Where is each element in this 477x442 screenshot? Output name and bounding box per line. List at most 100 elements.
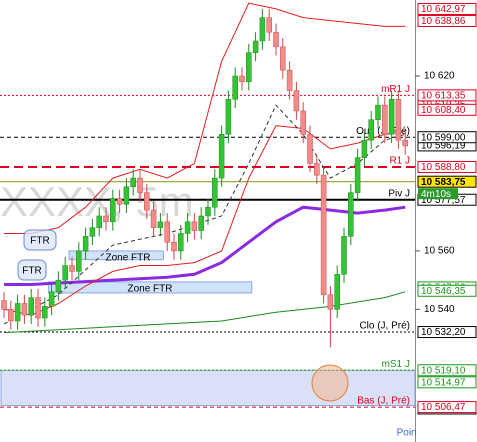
price-tag: 10 596,19 <box>421 141 466 152</box>
zone <box>68 250 164 261</box>
candle-body <box>157 221 164 228</box>
annotation-box <box>23 229 57 251</box>
candle-body <box>239 75 245 83</box>
candle-body <box>246 52 252 83</box>
price-tag-box <box>417 401 477 414</box>
price-tag-box <box>417 376 477 389</box>
highlight-circle <box>311 364 349 402</box>
candle-body <box>96 215 102 228</box>
candle-body <box>382 104 388 135</box>
candle-body <box>150 209 157 228</box>
price-tag: 10 519,10 <box>421 365 466 376</box>
candle-body <box>280 46 286 71</box>
candle-body <box>116 198 123 205</box>
candle-body <box>327 294 334 310</box>
candle-body <box>171 241 177 252</box>
annotation: Point <box>397 428 420 439</box>
candle-body <box>348 192 354 237</box>
level-name: mS1 J <box>382 359 410 370</box>
indicator-line <box>4 2 406 234</box>
price-tag-box <box>417 175 477 188</box>
candle-body <box>110 198 116 223</box>
candle-body <box>375 104 381 120</box>
price-tag-box <box>417 14 477 27</box>
candle-body <box>137 177 143 193</box>
candle-body <box>218 134 225 179</box>
candle-body <box>388 99 395 135</box>
y-tick-label: 10 620 <box>424 71 455 82</box>
candle-body <box>320 174 327 295</box>
candle-body <box>293 90 300 112</box>
price-tag-box <box>417 364 477 377</box>
level-name: Piv J <box>388 188 410 199</box>
candle-body <box>252 40 259 53</box>
candle-body <box>191 221 198 231</box>
candle-body <box>14 303 21 322</box>
candle-body <box>48 291 55 307</box>
candle-body <box>259 17 266 42</box>
candle-body <box>89 227 96 237</box>
candle-body <box>273 31 279 48</box>
candle-body <box>368 119 374 141</box>
indicator-line <box>3 125 406 316</box>
candle-body <box>21 303 28 316</box>
y-tick-label: 10 560 <box>424 246 455 257</box>
price-tag-box <box>417 89 477 102</box>
candle-body <box>55 279 62 293</box>
price-tag-box <box>417 103 477 116</box>
candle-body <box>1 300 7 310</box>
indicator-line <box>3 104 406 325</box>
price-tag: 10 583,75 <box>421 177 466 188</box>
candle-body <box>69 265 75 272</box>
price-tag-box <box>417 284 477 297</box>
candle-body <box>402 139 408 147</box>
price-tag-box <box>417 131 477 144</box>
candle-body <box>286 69 293 91</box>
candle-body <box>354 157 361 193</box>
candle-body <box>144 192 150 211</box>
level-name: Bas (J, Pré) <box>357 396 410 407</box>
price-tag: 10 642,97 <box>421 4 466 15</box>
indicator-line <box>3 291 406 334</box>
candle-body <box>205 206 211 217</box>
candle-body <box>76 250 82 272</box>
price-tag: 10 638,86 <box>421 16 466 27</box>
candle-body <box>164 221 170 243</box>
annotation: FTR <box>30 236 49 247</box>
candle-body <box>62 265 68 281</box>
price-tag: 10 588,80 <box>421 162 466 173</box>
candle-body <box>82 236 89 252</box>
candle-body <box>314 163 320 176</box>
candle-body <box>35 297 41 319</box>
price-tag-box <box>417 326 477 339</box>
price-tag: 10 577,57 <box>421 195 466 206</box>
price-tag: 10 599,00 <box>421 132 466 143</box>
annotation: FTR <box>22 266 41 277</box>
candle-body <box>334 274 340 310</box>
price-tag-box <box>417 2 477 15</box>
candle-body <box>123 186 130 205</box>
price-tag: 10 546,35 <box>421 286 466 297</box>
price-tag: 10 608,40 <box>421 105 466 116</box>
candle-body <box>184 221 191 234</box>
candle-body <box>28 297 34 316</box>
zone <box>48 281 253 294</box>
zone <box>0 369 416 407</box>
candle-body <box>266 17 272 33</box>
price-tag: 10 506,47 <box>421 402 466 413</box>
candle-body <box>130 177 136 188</box>
countdown-box <box>418 188 458 200</box>
candle-body <box>178 233 184 252</box>
annotation-box <box>17 259 47 281</box>
price-tag: 10 613,35 <box>421 91 466 102</box>
candle-body <box>300 110 306 135</box>
candle-body <box>198 215 204 231</box>
price-tag: 10 514,97 <box>421 377 466 388</box>
candle-body <box>307 134 313 164</box>
level-name: Clo (J, Pré) <box>359 321 410 332</box>
price-tag: 10 532,20 <box>421 327 466 338</box>
candle-body <box>8 309 14 322</box>
candle-body <box>225 99 232 135</box>
